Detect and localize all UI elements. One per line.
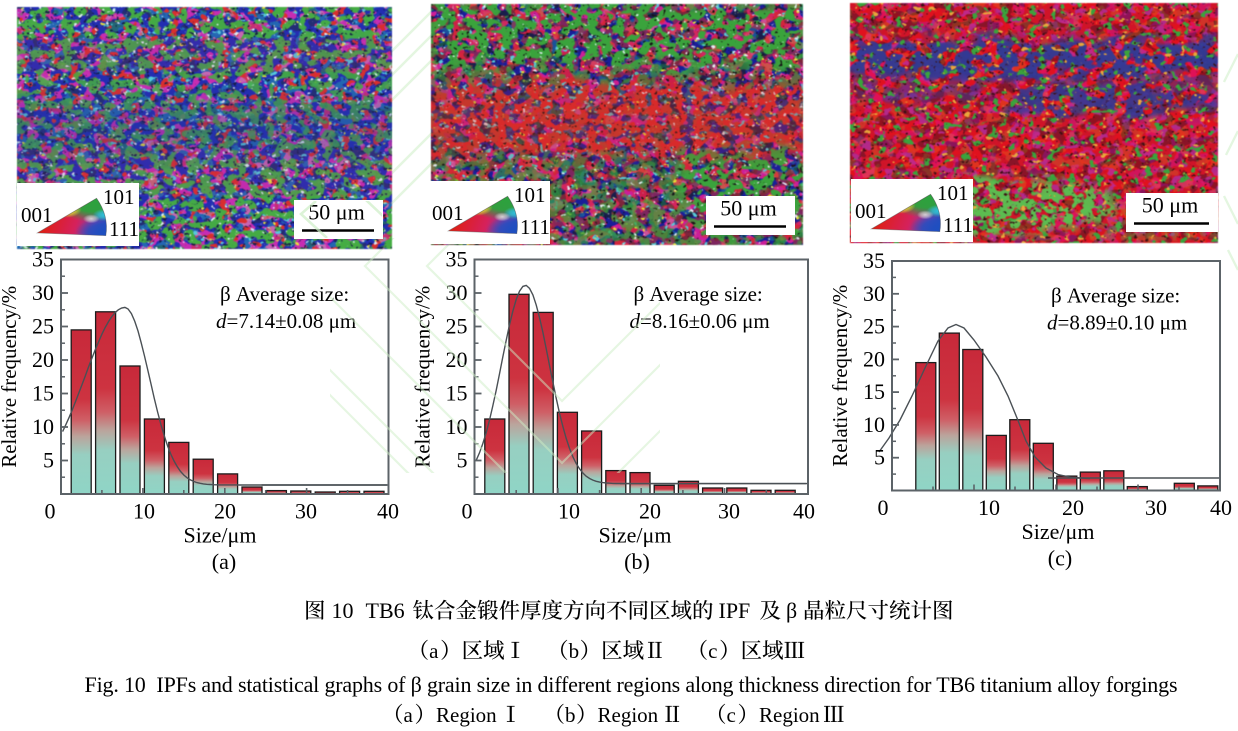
svg-text:15: 15: [863, 379, 885, 404]
svg-text:35: 35: [32, 247, 54, 272]
svg-text:111: 111: [943, 213, 973, 237]
svg-text:10: 10: [446, 414, 468, 439]
svg-text:50 μm: 50 μm: [308, 200, 364, 225]
svg-text:IPF: IPF: [719, 598, 751, 623]
svg-text:10: 10: [332, 598, 354, 623]
svg-text:b: b: [569, 639, 580, 663]
svg-text:Region: Region: [436, 703, 497, 727]
svg-text:25: 25: [446, 314, 468, 339]
svg-text:30: 30: [295, 499, 317, 524]
svg-text:0: 0: [878, 495, 889, 520]
svg-text:0: 0: [462, 499, 473, 524]
svg-text:c: c: [727, 703, 736, 727]
svg-text:β Average size:: β Average size:: [1051, 284, 1180, 308]
svg-text:20: 20: [1062, 495, 1084, 520]
svg-text:5: 5: [874, 445, 885, 470]
svg-text:20: 20: [32, 347, 54, 372]
svg-text:40: 40: [377, 499, 399, 524]
svg-text:101: 101: [514, 183, 546, 207]
svg-text:Region: Region: [759, 703, 820, 727]
svg-text:a: a: [404, 703, 414, 727]
svg-text:001: 001: [855, 199, 887, 223]
svg-text:30: 30: [446, 280, 468, 305]
svg-text:(c): (c): [1048, 546, 1072, 571]
svg-text:5: 5: [43, 448, 54, 473]
svg-text:35: 35: [863, 248, 885, 273]
svg-text:25: 25: [863, 314, 885, 339]
svg-text:5: 5: [457, 448, 468, 473]
svg-text:d=8.16±0.06 μm: d=8.16±0.06 μm: [630, 309, 770, 333]
svg-text:d=8.89±0.10 μm: d=8.89±0.10 μm: [1047, 311, 1187, 335]
svg-text:30: 30: [1145, 495, 1167, 520]
svg-text:(b): (b): [624, 549, 650, 574]
svg-text:Relative frequency/%: Relative frequency/%: [411, 286, 435, 468]
svg-text:10: 10: [863, 412, 885, 437]
svg-text:20: 20: [639, 499, 661, 524]
svg-text:Size/μm: Size/μm: [599, 523, 672, 548]
svg-text:20: 20: [863, 346, 885, 371]
svg-text:Size/μm: Size/μm: [1022, 519, 1095, 544]
svg-text:10: 10: [558, 499, 580, 524]
svg-text:b: b: [565, 703, 576, 727]
svg-text:001: 001: [21, 203, 53, 227]
svg-text:001: 001: [432, 201, 464, 225]
svg-text:β: β: [786, 598, 797, 623]
svg-text:10: 10: [133, 499, 155, 524]
svg-text:50 μm: 50 μm: [1142, 193, 1198, 218]
svg-text:10: 10: [32, 414, 54, 439]
svg-text:40: 40: [793, 499, 815, 524]
svg-text:Fig. 10 IPFs and statistical g: Fig. 10 IPFs and statistical graphs of β…: [85, 672, 1178, 697]
svg-text:15: 15: [32, 381, 54, 406]
svg-text:30: 30: [718, 499, 740, 524]
svg-text:15: 15: [446, 381, 468, 406]
svg-text:30: 30: [863, 281, 885, 306]
svg-text:35: 35: [446, 247, 468, 272]
svg-text:d=7.14±0.08 μm: d=7.14±0.08 μm: [216, 309, 356, 333]
svg-text:40: 40: [1210, 495, 1232, 520]
svg-text:Size/μm: Size/μm: [184, 523, 257, 548]
svg-text:β Average size:: β Average size:: [634, 282, 763, 306]
svg-text:20: 20: [214, 499, 236, 524]
svg-text:TB6: TB6: [366, 598, 405, 623]
svg-text:0: 0: [45, 499, 56, 524]
svg-text:β Average size:: β Average size:: [220, 282, 349, 306]
svg-text:111: 111: [109, 217, 139, 241]
svg-text:111: 111: [520, 215, 550, 239]
svg-text:Region: Region: [598, 703, 659, 727]
svg-text:a: a: [429, 639, 439, 663]
svg-text:Relative frequency/%: Relative frequency/%: [828, 285, 852, 467]
svg-text:101: 101: [103, 185, 135, 209]
svg-text:c: c: [708, 639, 717, 663]
svg-text:50 μm: 50 μm: [720, 196, 776, 221]
svg-text:(a): (a): [212, 549, 236, 574]
svg-text:Relative frequency/%: Relative frequency/%: [0, 286, 21, 468]
svg-text:10: 10: [978, 495, 1000, 520]
svg-text:25: 25: [32, 314, 54, 339]
svg-text:30: 30: [32, 280, 54, 305]
svg-text:101: 101: [937, 181, 969, 205]
